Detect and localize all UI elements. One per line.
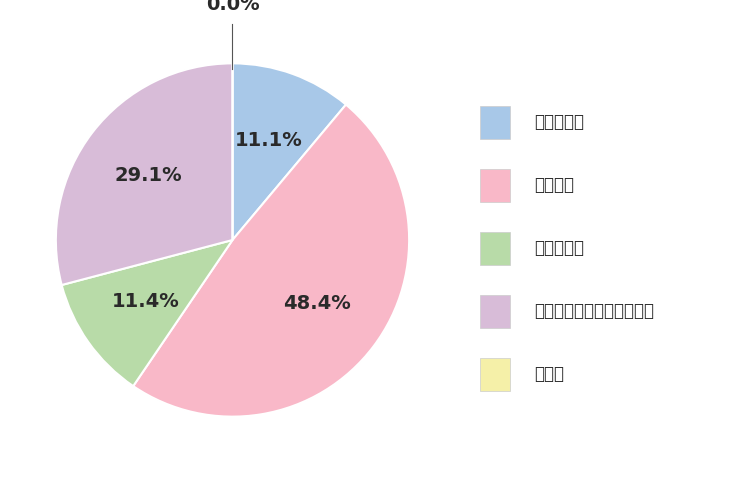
FancyBboxPatch shape [480, 232, 510, 265]
Text: 一度もない: 一度もない [534, 240, 584, 257]
Text: 時々ある: 時々ある [534, 176, 574, 194]
FancyBboxPatch shape [480, 106, 510, 139]
FancyBboxPatch shape [480, 295, 510, 328]
Text: 29.1%: 29.1% [115, 166, 182, 185]
Wedge shape [232, 63, 346, 240]
Text: その他: その他 [534, 365, 564, 384]
Text: わからない・答えたくない: わからない・答えたくない [534, 302, 654, 321]
Text: 48.4%: 48.4% [284, 294, 351, 313]
Text: 0.0%: 0.0% [206, 0, 260, 14]
Text: 11.1%: 11.1% [235, 131, 302, 150]
Wedge shape [62, 240, 232, 386]
Text: 何度もある: 何度もある [534, 113, 584, 132]
Wedge shape [134, 105, 410, 417]
FancyBboxPatch shape [480, 168, 510, 202]
Wedge shape [56, 63, 232, 285]
FancyBboxPatch shape [480, 358, 510, 391]
Text: 11.4%: 11.4% [112, 292, 180, 311]
